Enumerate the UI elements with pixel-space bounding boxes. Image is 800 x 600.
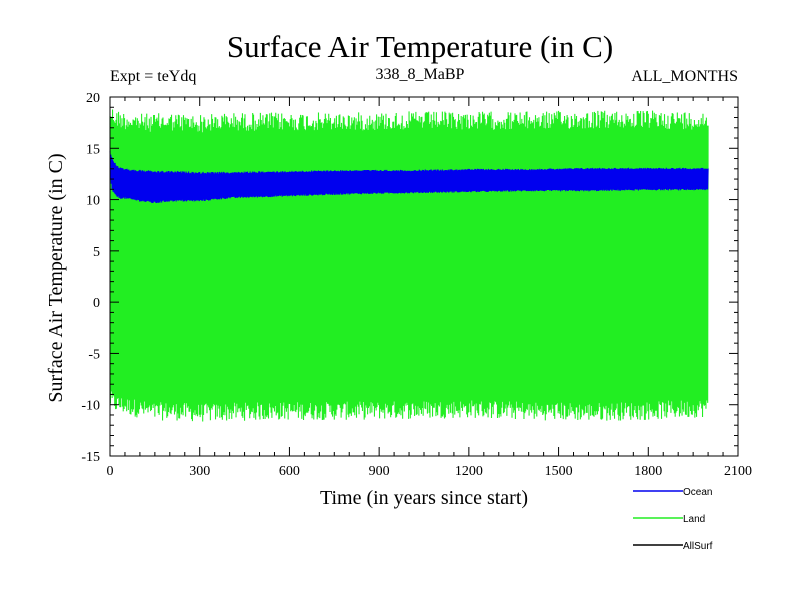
y-axis-label: Surface Air Temperature (in C) — [45, 153, 67, 402]
legend-label-land: Land — [683, 514, 705, 525]
y-tick-label: -15 — [81, 450, 100, 465]
y-tick-label: 5 — [93, 245, 100, 260]
chart-title: Surface Air Temperature (in C) — [227, 29, 613, 64]
y-tick-label: 15 — [86, 142, 100, 157]
x-tick-label: 1800 — [634, 464, 662, 479]
legend-label-ocean: Ocean — [683, 487, 712, 498]
legend-label-allsurf: AllSurf — [683, 541, 713, 552]
y-tick-label: -10 — [81, 399, 100, 414]
y-tick-label: -5 — [88, 347, 100, 362]
axes: 0 300 600 900 1200 1500 1800 2100 -15 -10 -5 0 5 10 15… — [81, 91, 752, 479]
y-tick-label: 10 — [86, 194, 100, 209]
x-tick-label: 300 — [189, 464, 210, 479]
x-tick-label: 600 — [279, 464, 300, 479]
chart-subtitle-center: 338_8_MaBP — [376, 66, 465, 83]
y-tick-label: 20 — [86, 91, 100, 106]
x-axis-label: Time (in years since start) — [320, 487, 528, 509]
x-tick-label: 1500 — [545, 464, 573, 479]
x-tick-label: 1200 — [455, 464, 483, 479]
series-line-land — [109, 109, 709, 422]
chart-subtitle-left: Expt = teYdq — [110, 68, 196, 85]
chart-subtitle-right: ALL_MONTHS — [631, 68, 738, 85]
x-tick-label: 2100 — [724, 464, 752, 479]
x-tick-label: 0 — [107, 464, 114, 479]
x-tick-label: 900 — [369, 464, 390, 479]
plot-area — [109, 109, 709, 422]
series-line-ocean — [109, 150, 709, 204]
legend: Ocean Land AllSurf — [633, 487, 713, 552]
y-tick-label: 0 — [93, 296, 100, 311]
